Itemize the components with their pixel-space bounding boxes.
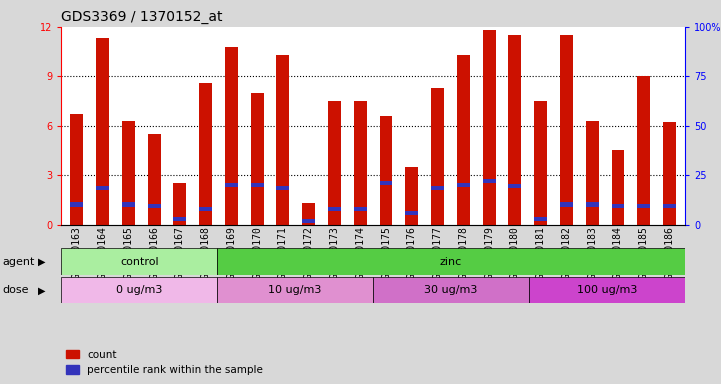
Bar: [585, 121, 598, 225]
Bar: [482, 30, 495, 225]
Bar: [663, 122, 676, 225]
Bar: [276, 55, 289, 225]
Bar: [251, 183, 264, 187]
Bar: [302, 203, 315, 225]
Bar: [431, 186, 444, 190]
Bar: [251, 93, 264, 225]
Text: 10 ug/m3: 10 ug/m3: [268, 285, 322, 295]
Bar: [457, 183, 470, 187]
Bar: [379, 181, 392, 185]
Bar: [225, 183, 238, 187]
Text: 100 ug/m3: 100 ug/m3: [577, 285, 637, 295]
Bar: [148, 204, 161, 208]
Bar: [173, 217, 186, 221]
Bar: [534, 217, 547, 221]
Bar: [529, 277, 685, 303]
Bar: [482, 179, 495, 184]
Bar: [71, 202, 83, 207]
Legend: count, percentile rank within the sample: count, percentile rank within the sample: [66, 350, 263, 375]
Bar: [71, 114, 83, 225]
Text: control: control: [120, 257, 159, 266]
Text: zinc: zinc: [440, 257, 462, 266]
Bar: [276, 186, 289, 190]
Text: dose: dose: [2, 285, 29, 295]
Bar: [122, 121, 135, 225]
Text: ▶: ▶: [38, 285, 45, 295]
Bar: [354, 207, 367, 212]
Bar: [328, 101, 341, 225]
Text: ▶: ▶: [38, 257, 45, 266]
Bar: [61, 277, 217, 303]
Bar: [354, 101, 367, 225]
Bar: [508, 35, 521, 225]
Bar: [560, 202, 573, 207]
Bar: [585, 202, 598, 207]
Bar: [173, 184, 186, 225]
Bar: [328, 207, 341, 212]
Text: agent: agent: [2, 257, 35, 266]
Bar: [405, 211, 418, 215]
Bar: [96, 38, 109, 225]
Bar: [61, 248, 217, 275]
Text: 0 ug/m3: 0 ug/m3: [116, 285, 162, 295]
Bar: [96, 186, 109, 190]
Bar: [637, 204, 650, 208]
Bar: [534, 101, 547, 225]
Bar: [122, 202, 135, 207]
Bar: [431, 88, 444, 225]
Bar: [405, 167, 418, 225]
Bar: [457, 55, 470, 225]
Bar: [217, 248, 685, 275]
Bar: [560, 35, 573, 225]
Text: 30 ug/m3: 30 ug/m3: [425, 285, 478, 295]
Bar: [379, 116, 392, 225]
Bar: [148, 134, 161, 225]
Bar: [225, 46, 238, 225]
Bar: [637, 76, 650, 225]
Bar: [611, 204, 624, 208]
Bar: [663, 204, 676, 208]
Bar: [217, 277, 373, 303]
Text: GDS3369 / 1370152_at: GDS3369 / 1370152_at: [61, 10, 223, 23]
Bar: [611, 151, 624, 225]
Bar: [373, 277, 529, 303]
Bar: [199, 207, 212, 212]
Bar: [508, 184, 521, 189]
Bar: [302, 219, 315, 223]
Bar: [199, 83, 212, 225]
